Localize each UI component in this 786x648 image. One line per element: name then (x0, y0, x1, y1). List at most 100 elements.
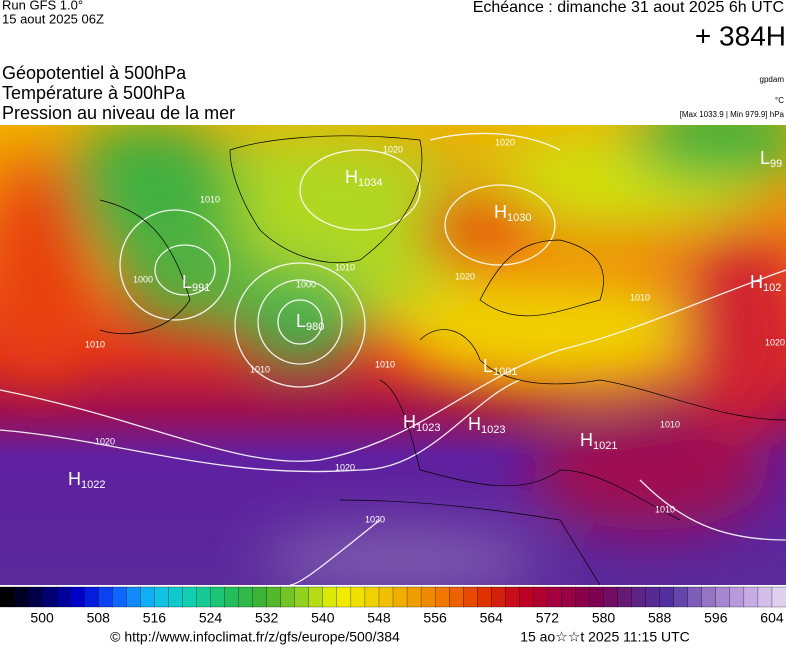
isobar-label: 1000 (296, 279, 316, 289)
lead-time: + 384H (695, 20, 786, 51)
color-swatch (617, 586, 633, 608)
pressure-center: H1023 (468, 414, 505, 436)
center-letter: L (483, 356, 493, 376)
colorbar-tick-label: 596 (704, 610, 728, 626)
unit: [Max 1033.9 | Min 979.9] hPa (680, 110, 785, 119)
color-swatch (378, 586, 394, 608)
center-letter: L (296, 311, 306, 331)
center-value: 980 (306, 321, 324, 333)
color-swatch (715, 586, 731, 608)
color-swatch (280, 586, 296, 608)
color-swatch (70, 586, 85, 608)
isobar-label: 1020 (765, 337, 785, 347)
center-letter: H (345, 167, 358, 187)
center-value: 102 (763, 282, 781, 294)
pressure-center: L1001 (483, 356, 518, 378)
color-swatch (448, 586, 464, 608)
color-swatch (561, 586, 577, 608)
color-swatch (266, 586, 282, 608)
isobar-label: 1020 (383, 144, 403, 154)
color-swatch (41, 586, 57, 608)
color-swatch (154, 586, 170, 608)
center-letter: H (468, 414, 481, 434)
color-swatch (350, 586, 366, 608)
color-swatch (140, 586, 156, 608)
center-letter: L (760, 148, 770, 168)
center-value: 1001 (493, 366, 517, 378)
colorbar-tick-label: 532 (255, 610, 279, 626)
isobar-label: 1000 (133, 274, 153, 284)
color-swatch (196, 586, 212, 608)
isobar-label: 1020 (335, 462, 355, 472)
center-value: 1030 (507, 212, 531, 224)
colorbar-tick-label: 516 (143, 610, 167, 626)
color-swatch (210, 586, 226, 608)
colorbar-tick-label: 564 (480, 610, 504, 626)
colorbar-tick-label: 524 (199, 610, 223, 626)
color-swatch (533, 586, 549, 608)
color-swatch (238, 586, 254, 608)
isobar-label: 1010 (630, 292, 650, 302)
field: Température à 500hPa (2, 83, 186, 103)
run: Run GFS 1.0° (2, 0, 83, 12)
color-swatch (645, 586, 661, 608)
valid-time: Echéance : dimanche 31 aout 2025 6h UTC (473, 0, 784, 16)
isobar-label: 1020 (95, 436, 115, 446)
color-swatch (659, 586, 675, 608)
color-swatch (224, 586, 240, 608)
color-swatch (126, 586, 142, 608)
colorbar-tick-label: 588 (648, 610, 672, 626)
color-swatch (182, 586, 198, 608)
color-swatch (420, 586, 436, 608)
source: © http://www.infoclimat.fr/z/gfs/europe/… (110, 629, 400, 645)
run-date: 15 aout 2025 06Z (2, 11, 104, 26)
colorbar-tick-label: 556 (423, 610, 447, 626)
color-swatch (392, 586, 408, 608)
color-swatch (477, 586, 492, 608)
color-swatch (0, 586, 15, 608)
color-swatch (631, 586, 647, 608)
pressure-center: H1021 (580, 430, 617, 452)
color-swatch (168, 586, 184, 608)
center-letter: H (68, 469, 81, 489)
color-swatch (603, 586, 619, 608)
color-swatch (547, 586, 563, 608)
center-letter: H (403, 412, 416, 432)
color-swatch (491, 586, 506, 608)
color-swatch (112, 586, 127, 608)
map (0, 125, 786, 585)
pressure-center: H1022 (68, 469, 105, 491)
unit: °C (775, 96, 784, 105)
color-swatch (687, 586, 703, 608)
center-value: 1034 (358, 177, 382, 189)
center-value: 1022 (81, 479, 105, 491)
color-swatch (406, 586, 422, 608)
pressure-center: L991 (182, 272, 210, 294)
colorbar-tick-label: 500 (30, 610, 54, 626)
center-letter: H (750, 272, 763, 292)
pressure-center: H1023 (403, 412, 440, 434)
isobar-label: 1020 (455, 271, 475, 281)
colorbar-tick-label: 580 (592, 610, 616, 626)
center-value: 991 (192, 282, 210, 294)
color-swatch (575, 586, 591, 608)
colorbar-tick-label: 508 (87, 610, 111, 626)
pressure-center: H1034 (345, 167, 382, 189)
color-swatch (589, 586, 605, 608)
color-swatch (743, 586, 759, 608)
color-swatch (13, 586, 29, 608)
isobar-label: 1010 (200, 194, 220, 204)
isobar-label: 1020 (495, 137, 515, 147)
color-swatch (336, 586, 352, 608)
colorbar-tick-label: 540 (311, 610, 335, 626)
color-swatch (757, 586, 773, 608)
color-swatch (308, 586, 324, 608)
colorbar-tick-label: 572 (536, 610, 560, 626)
pressure-center: H1030 (494, 202, 531, 224)
center-value: 1023 (481, 424, 505, 436)
color-swatch (55, 586, 71, 608)
colorbar-tick-label: 604 (760, 610, 784, 626)
color-swatch (252, 586, 268, 608)
color-swatch (463, 586, 478, 608)
color-swatch (771, 586, 786, 608)
